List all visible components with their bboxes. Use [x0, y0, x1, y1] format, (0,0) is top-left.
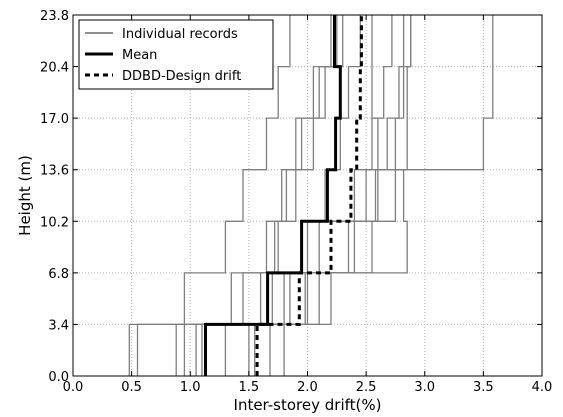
- y-tick-label: 3.4: [48, 318, 69, 333]
- mean-series: [204, 15, 342, 376]
- x-tick-label: 3.5: [473, 380, 494, 395]
- individual-record-line: [175, 15, 338, 376]
- legend: Individual records Mean DDBD-Design drif…: [78, 19, 274, 90]
- y-axis-label: Height (m): [16, 155, 34, 236]
- x-axis-label: Inter-storey drift(%): [234, 396, 382, 414]
- y-tick-label: 20.4: [40, 61, 69, 76]
- design-drift-series: [255, 15, 363, 376]
- individual-record-line: [277, 15, 344, 376]
- x-tick-label: 0.5: [121, 380, 142, 395]
- y-tick-label: 10.2: [40, 215, 69, 230]
- individual-record-line: [254, 15, 412, 376]
- y-tick-label: 23.8: [40, 9, 69, 24]
- x-tick-label: 1.5: [239, 380, 260, 395]
- y-tick-label: 0.0: [48, 370, 69, 385]
- individual-records-series: [128, 15, 494, 376]
- individual-record-line: [183, 15, 291, 376]
- individual-record-line: [136, 15, 361, 376]
- legend-label-design-drift: DDBD-Design drift: [122, 69, 241, 84]
- individual-record-line: [269, 15, 408, 376]
- legend-label-individual-records: Individual records: [122, 27, 238, 42]
- individual-record-line: [248, 15, 405, 376]
- legend-label-mean: Mean: [122, 48, 157, 63]
- axis-ticks: 0.0 0.5 1.0 1.5 2.0 2.5 3.0 3.5 4.0 0.0 3.4 6.8 10.2…: [40, 9, 552, 395]
- x-tick-label: 2.0: [297, 380, 318, 395]
- individual-record-line: [128, 15, 332, 376]
- x-tick-label: 2.5: [356, 380, 377, 395]
- x-tick-label: 4.0: [532, 380, 553, 395]
- mean-line: [204, 15, 342, 376]
- individual-record-line: [195, 15, 393, 376]
- x-tick-label: 3.0: [414, 380, 435, 395]
- y-tick-label: 17.0: [40, 112, 69, 127]
- y-tick-label: 6.8: [48, 267, 69, 282]
- x-tick-label: 0.0: [63, 380, 84, 395]
- x-tick-label: 1.0: [180, 380, 201, 395]
- design-drift-line: [255, 15, 363, 376]
- y-tick-label: 13.6: [40, 164, 69, 179]
